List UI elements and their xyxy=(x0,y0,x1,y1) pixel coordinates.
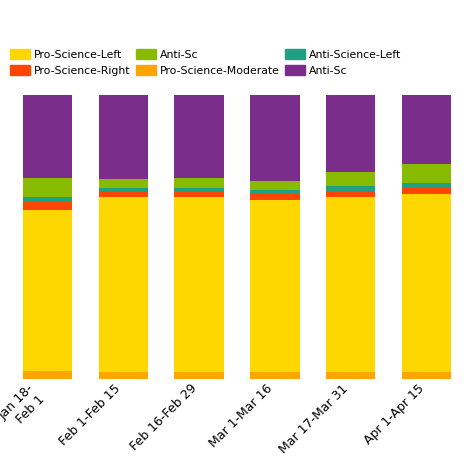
Bar xyxy=(250,181,300,191)
Bar xyxy=(326,172,375,186)
Bar xyxy=(326,197,375,372)
Bar xyxy=(23,197,72,202)
Bar xyxy=(174,188,224,191)
Bar xyxy=(174,372,224,379)
Bar xyxy=(326,95,375,172)
Bar xyxy=(402,164,451,183)
Bar xyxy=(402,194,451,372)
Bar xyxy=(174,191,224,197)
Bar xyxy=(174,95,224,178)
Bar xyxy=(326,186,375,191)
Bar xyxy=(250,95,300,181)
Bar xyxy=(23,210,72,371)
Bar xyxy=(99,191,148,197)
Bar xyxy=(326,191,375,197)
Legend: Pro-Science-Left, Pro-Science-Right, Anti-Sc, Pro-Science-Moderate, Anti-Science: Pro-Science-Left, Pro-Science-Right, Ant… xyxy=(10,49,401,75)
Bar xyxy=(23,202,72,210)
Bar xyxy=(402,188,451,194)
Bar xyxy=(174,197,224,372)
Bar xyxy=(402,372,451,379)
Bar xyxy=(99,179,148,188)
Bar xyxy=(402,183,451,188)
Bar xyxy=(174,178,224,188)
Bar xyxy=(23,95,72,178)
Bar xyxy=(250,191,300,194)
Bar xyxy=(99,188,148,191)
Bar xyxy=(99,372,148,379)
Bar xyxy=(23,178,72,197)
Bar xyxy=(250,194,300,200)
Bar xyxy=(23,371,72,379)
Bar xyxy=(326,372,375,379)
Bar xyxy=(250,200,300,372)
Bar xyxy=(402,95,451,164)
Bar xyxy=(250,372,300,379)
Bar xyxy=(99,95,148,179)
Bar xyxy=(99,197,148,372)
